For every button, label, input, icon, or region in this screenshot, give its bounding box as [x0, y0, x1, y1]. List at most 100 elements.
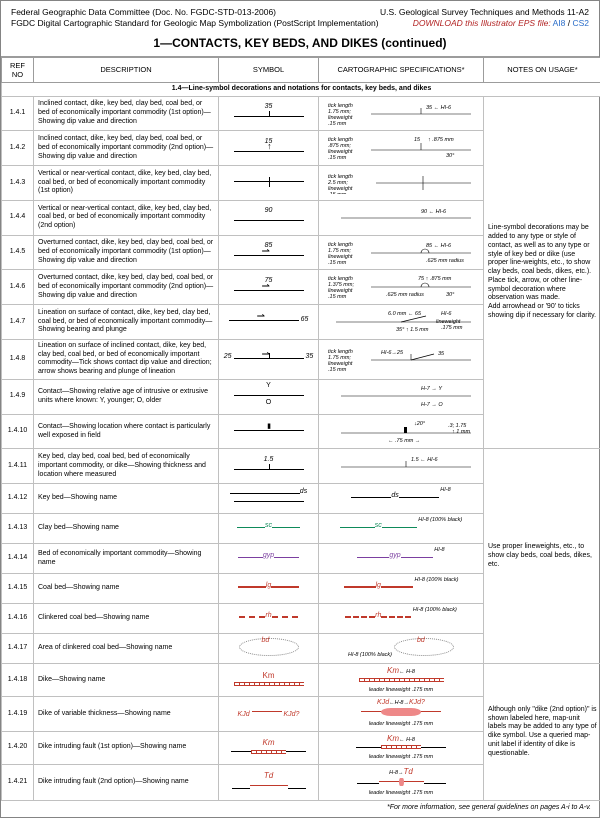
carto-cell: 90 ← HI-6	[319, 200, 484, 235]
ref-no: 1.4.2	[2, 131, 34, 166]
svg-text:85 ← HI-6: 85 ← HI-6	[426, 243, 452, 249]
download-line: DOWNLOAD this Illustrator EPS file: AI8 …	[380, 18, 589, 29]
symbol-cell: 75	[219, 270, 319, 305]
symbol-cell: lg	[219, 574, 319, 604]
carto-cell: H-7 → Y H-7 → O	[319, 379, 484, 414]
svg-text:30°: 30°	[446, 292, 455, 298]
carto-cell: tick length1.75 mm;lineweight.15 mm35 ← …	[319, 96, 484, 131]
table-row: 1.4.18 Dike—Showing name Km Km← H-8leade…	[2, 664, 600, 697]
symbol-cell: rh	[219, 604, 319, 634]
svg-text:90 ← HI-6: 90 ← HI-6	[421, 209, 447, 215]
symbol-cell: 65	[219, 305, 319, 340]
link-cs2[interactable]: CS2	[572, 18, 589, 28]
ref-no: 1.4.18	[2, 664, 34, 697]
ref-no: 1.4.21	[2, 764, 34, 800]
ref-no: 1.4.8	[2, 339, 34, 379]
svg-text:H-7 → Y: H-7 → Y	[421, 386, 442, 392]
svg-text:.625 mm radius: .625 mm radius	[386, 292, 424, 298]
svg-text:6.0 mm ← 65: 6.0 mm ← 65	[388, 311, 422, 317]
carto-cell: tick length.875 mm;lineweight.15 mm15↑ .…	[319, 131, 484, 166]
col-ref: REF NO	[2, 57, 34, 82]
description: Dike intruding fault (2nd option)—Showin…	[34, 764, 219, 800]
symbol-cell: Km	[219, 731, 319, 764]
symbol-cell: 1.5	[219, 449, 319, 484]
svg-text:HI-6: HI-6	[441, 311, 452, 317]
svg-text:↑ .875 mm: ↑ .875 mm	[428, 137, 454, 143]
ref-no: 1.4.11	[2, 449, 34, 484]
table-row: 1.4.1 Inclined contact, dike, key bed, c…	[2, 96, 600, 131]
svg-text:.625 mm radius: .625 mm radius	[426, 258, 464, 264]
symbol-cell: 90	[219, 200, 319, 235]
spec-table: REF NO DESCRIPTION SYMBOL CARTOGRAPHIC S…	[1, 57, 600, 801]
notes-block-1: Line-symbol decorations may be added to …	[484, 96, 600, 449]
section-title: 1—CONTACTS, KEY BEDS, AND DIKES (continu…	[1, 32, 599, 57]
series-id: U.S. Geological Survey Techniques and Me…	[380, 7, 589, 18]
col-desc: DESCRIPTION	[34, 57, 219, 82]
description: Coal bed—Showing name	[34, 574, 219, 604]
notes-block-2: Use proper lineweights, etc., to show cl…	[484, 449, 600, 664]
svg-text:30°: 30°	[446, 153, 455, 159]
description: Vertical or near-vertical contact, dike,…	[34, 200, 219, 235]
carto-cell: tick length2.5 mm;lineweight.15 mm	[319, 166, 484, 201]
carto-cell: 6.0 mm ← 65HI-6lineweight.175 mm35° ↑ 1.…	[319, 305, 484, 340]
carto-cell: KJd←H-8→KJd?leader lineweight .175 mm	[319, 697, 484, 731]
symbol-cell: Km	[219, 664, 319, 697]
svg-text:H-7 → O: H-7 → O	[421, 402, 443, 408]
doc-id: Federal Geographic Data Committee (Doc. …	[11, 7, 379, 18]
symbol-cell: sc	[219, 514, 319, 544]
carto-cell: rh HI-8 (100% black)	[319, 604, 484, 634]
svg-text:.15 mm: .15 mm	[328, 367, 347, 371]
carto-cell: 1.5 ← HI-6	[319, 449, 484, 484]
description: Overturned contact, dike, key bed, clay …	[34, 235, 219, 270]
svg-text:1.5 ← HI-6: 1.5 ← HI-6	[411, 457, 439, 463]
doc-subtitle: FGDC Digital Cartographic Standard for G…	[11, 18, 379, 29]
svg-text:.15 mm: .15 mm	[328, 260, 347, 264]
link-ai8[interactable]: AI8	[553, 18, 566, 28]
symbol-cell: ds	[219, 484, 319, 514]
header-left: Federal Geographic Data Committee (Doc. …	[11, 7, 379, 30]
description: Lineation on surface of inclined contact…	[34, 339, 219, 379]
description: Inclined contact, dike, key bed, clay be…	[34, 131, 219, 166]
description: Contact—Showing relative age of intrusiv…	[34, 379, 219, 414]
carto-cell: tick length1.75 mm;lineweight.15 mm85 ← …	[319, 235, 484, 270]
page-frame: Federal Geographic Data Committee (Doc. …	[0, 0, 600, 818]
symbol-cell: 85	[219, 235, 319, 270]
description: Inclined contact, dike, key bed, clay be…	[34, 96, 219, 131]
carto-cell: lg HI-8 (100% black)	[319, 574, 484, 604]
svg-text:.15 mm: .15 mm	[328, 155, 347, 159]
description: Clinkered coal bed—Showing name	[34, 604, 219, 634]
description: Clay bed—Showing name	[34, 514, 219, 544]
symbol-cell: KJd KJd?	[219, 697, 319, 731]
svg-text:.175 mm: .175 mm	[441, 325, 463, 331]
carto-cell: tick length1.75 mm;lineweight.15 mmHI-6→…	[319, 339, 484, 379]
symbol-cell: bd	[219, 634, 319, 664]
ref-no: 1.4.12	[2, 484, 34, 514]
svg-text:35: 35	[438, 351, 445, 357]
ref-no: 1.4.5	[2, 235, 34, 270]
description: Dike intruding fault (1st option)—Showin…	[34, 731, 219, 764]
ref-no: 1.4.7	[2, 305, 34, 340]
ref-no: 1.4.10	[2, 414, 34, 449]
svg-text:.15 mm: .15 mm	[328, 192, 347, 194]
page-header: Federal Geographic Data Committee (Doc. …	[1, 1, 599, 32]
symbol-cell: gyp	[219, 544, 319, 574]
ref-no: 1.4.20	[2, 731, 34, 764]
ref-no: 1.4.15	[2, 574, 34, 604]
svg-text:.15 mm: .15 mm	[328, 294, 347, 298]
ref-no: 1.4.1	[2, 96, 34, 131]
col-notes: NOTES ON USAGE*	[484, 57, 600, 82]
description: Overturned contact, dike, key bed, clay …	[34, 270, 219, 305]
symbol-cell: ▮	[219, 414, 319, 449]
svg-text:35° ↑ 1.5 mm: 35° ↑ 1.5 mm	[396, 327, 429, 333]
svg-text:↓20°: ↓20°	[414, 421, 426, 427]
svg-text:.15 mm: .15 mm	[328, 121, 347, 125]
header-right: U.S. Geological Survey Techniques and Me…	[380, 7, 589, 30]
symbol-cell: 15	[219, 131, 319, 166]
symbol-cell: 25 35	[219, 339, 319, 379]
ref-no: 1.4.6	[2, 270, 34, 305]
description: Dike of variable thickness—Showing name	[34, 697, 219, 731]
ref-no: 1.4.4	[2, 200, 34, 235]
svg-text:35 ← HI-6: 35 ← HI-6	[426, 105, 452, 111]
carto-cell: gyp HI-8	[319, 544, 484, 574]
carto-cell: ↓20°.3; 1.75↑ 1 mm← .75 mm →	[319, 414, 484, 449]
